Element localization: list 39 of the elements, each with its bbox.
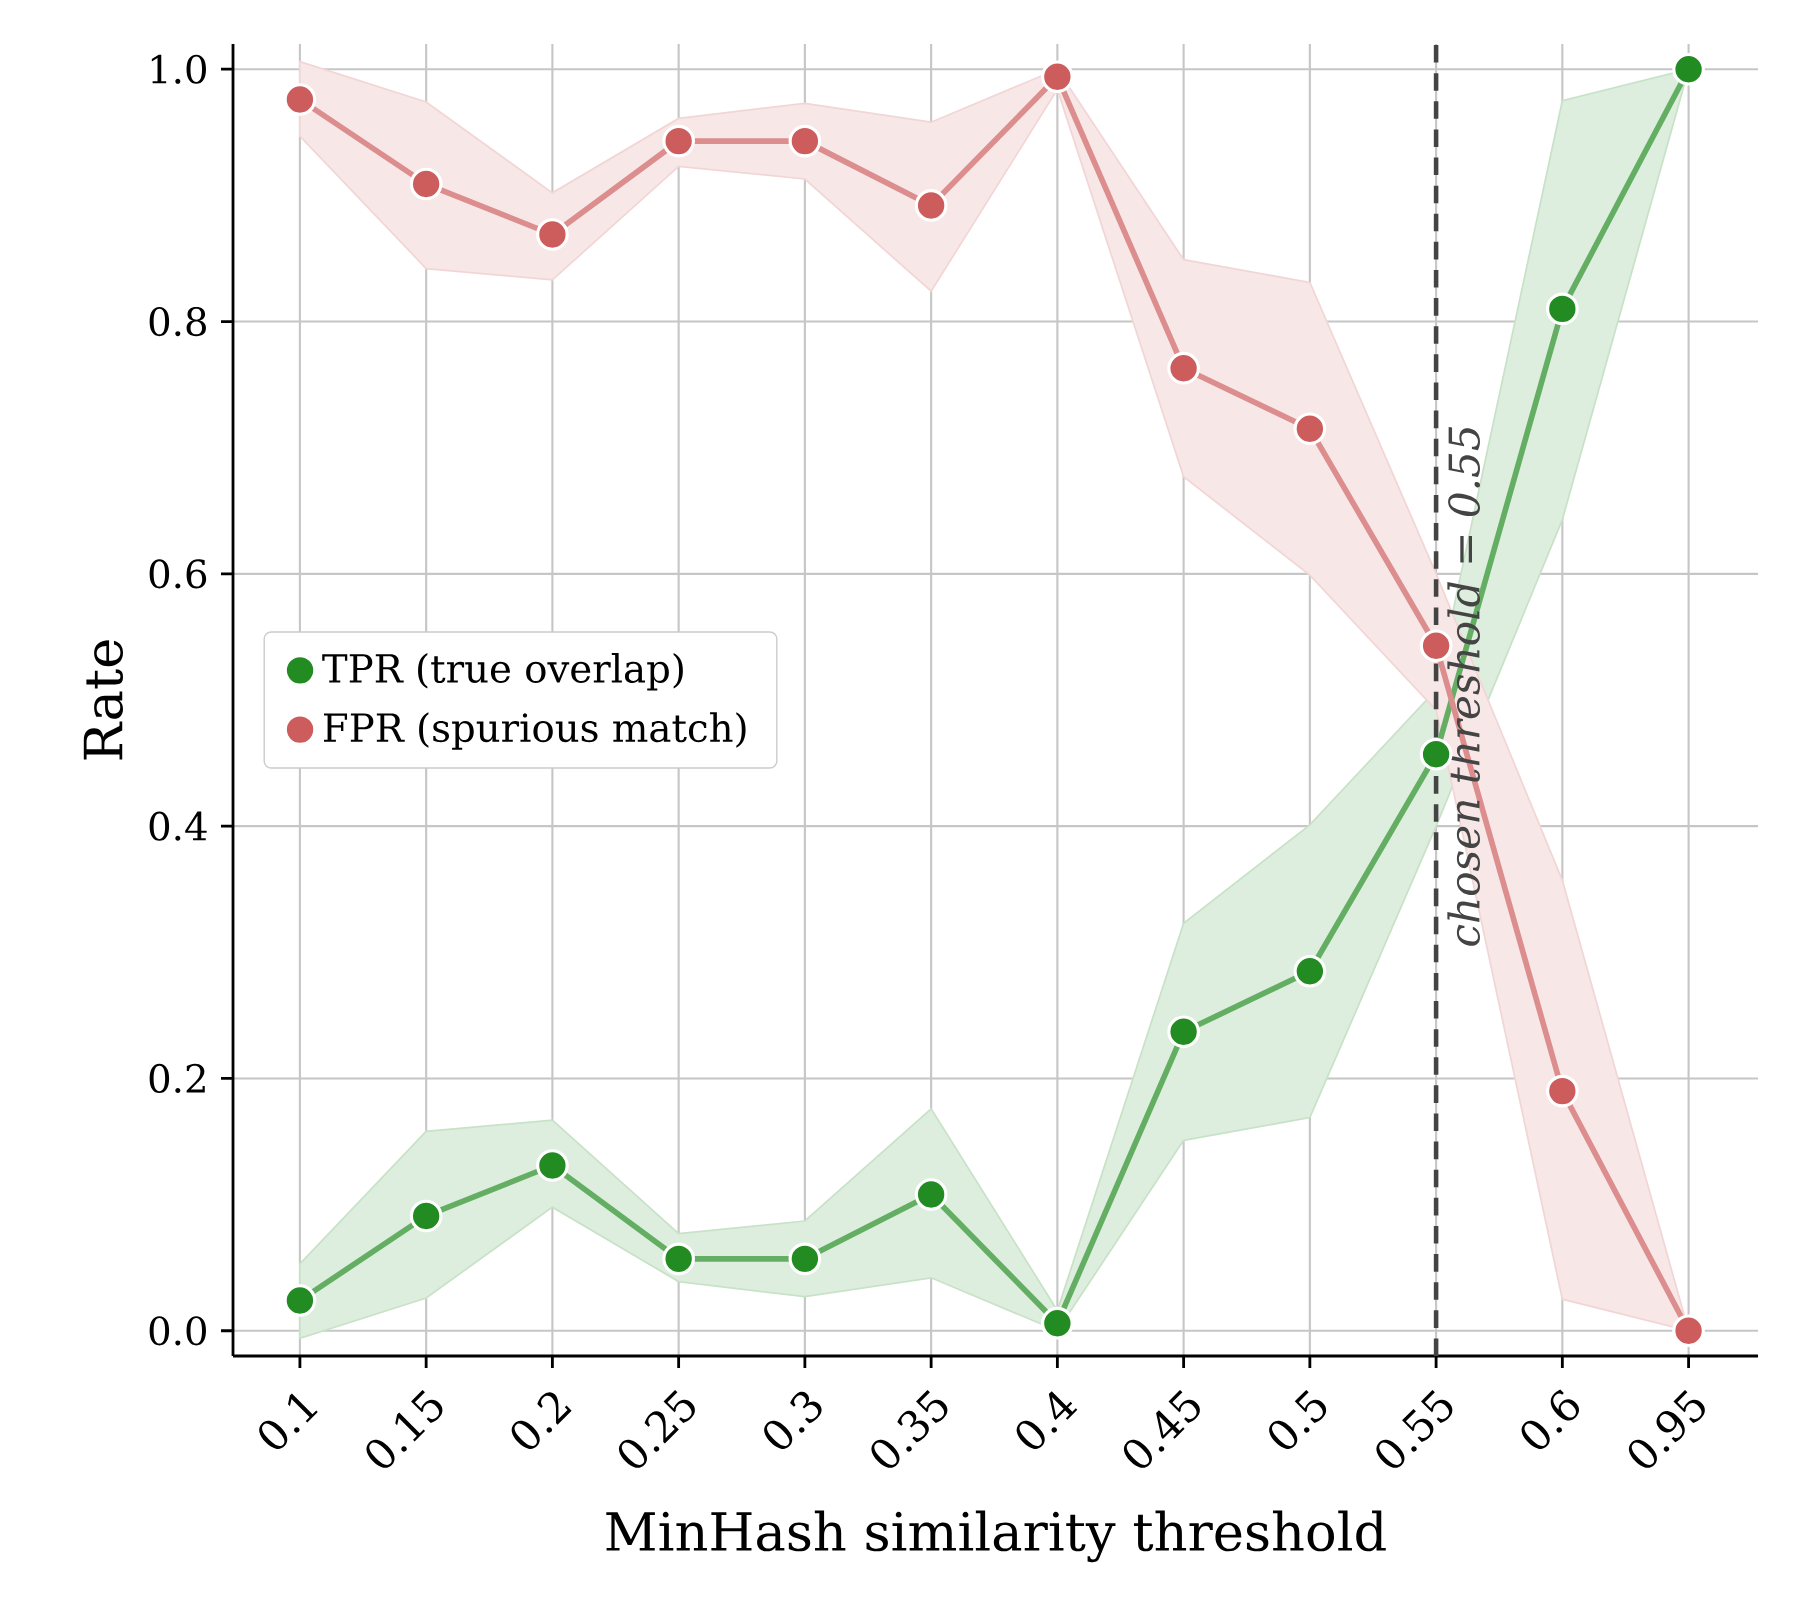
point	[283, 83, 317, 116]
y-tick-label: 1.0	[151, 54, 206, 84]
point	[914, 189, 948, 222]
point	[1041, 1306, 1074, 1340]
point	[409, 1199, 443, 1233]
point	[536, 218, 569, 251]
point	[788, 124, 822, 158]
point	[1546, 1074, 1579, 1108]
legend-label: FPR (spurious match)	[324, 712, 746, 750]
point	[283, 1284, 317, 1317]
point	[536, 1149, 569, 1182]
point	[1546, 292, 1579, 326]
y-tick-label: 0.0	[149, 1316, 206, 1346]
point	[1167, 351, 1200, 385]
point	[1672, 52, 1705, 86]
ref-line-label: chosen threshold = 0.55	[1447, 426, 1480, 946]
x-axis-title: MinHash similarity threshold	[606, 1510, 1386, 1563]
legend-label: TPR (true overlap)	[322, 653, 683, 691]
y-tick-label: 0.6	[149, 559, 207, 589]
x-tick-label: 0.5	[1269, 1389, 1327, 1449]
point	[914, 1178, 948, 1211]
point	[1293, 954, 1327, 988]
point	[1167, 1015, 1200, 1049]
x-tick-label: 0.2	[511, 1392, 572, 1449]
x-tick-label: 0.4	[1016, 1391, 1078, 1449]
y-axis-title: Rate	[83, 640, 123, 760]
point	[662, 1242, 695, 1276]
x-tick-label: 0.1	[259, 1393, 318, 1449]
point	[788, 1242, 822, 1276]
point	[1672, 1314, 1705, 1348]
x-tick-label: 0.6	[1521, 1389, 1579, 1449]
point	[1293, 412, 1327, 446]
point	[662, 124, 695, 158]
y-tick-label: 0.4	[149, 811, 207, 841]
y-tick-label: 0.8	[149, 306, 206, 337]
x-tick-label: 0.3	[764, 1391, 822, 1449]
point	[409, 167, 443, 201]
y-tick-label: 0.2	[149, 1063, 205, 1094]
point	[1041, 60, 1074, 94]
